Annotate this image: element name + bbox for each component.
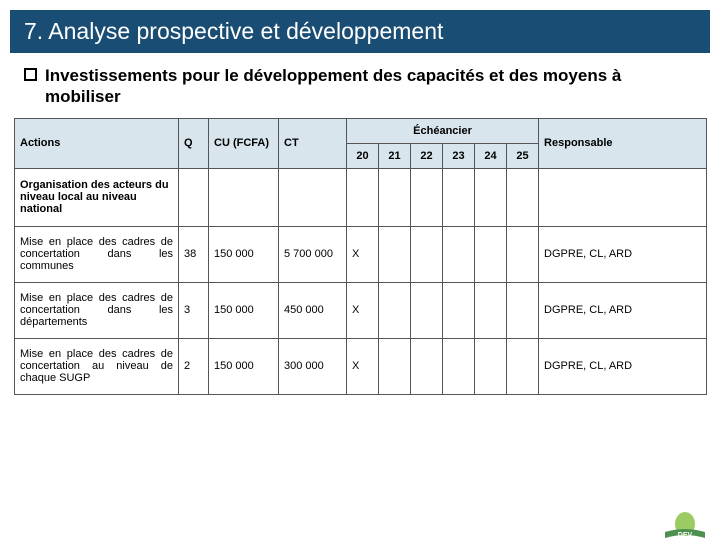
col-responsable: Responsable [539,118,707,168]
dev-logo-icon: DEV [662,510,708,542]
col-year-21: 21 [379,143,411,168]
col-ct: CT [279,118,347,168]
cell-resp: DGPRE, CL, ARD [539,282,707,338]
table-row: Mise en place des cadres de concertation… [15,282,707,338]
square-bullet-icon [24,68,37,81]
cell-y23 [443,282,475,338]
cell-y22 [411,338,443,394]
page-title: 7. Analyse prospective et développement [10,10,710,53]
table-row: Mise en place des cadres de concertation… [15,226,707,282]
cell-action: Mise en place des cadres de concertation… [15,282,179,338]
cell-cu: 150 000 [209,338,279,394]
slide: 7. Analyse prospective et développement … [0,10,720,550]
cell-y21 [379,226,411,282]
cell-y22 [411,226,443,282]
logo-text: DEV [678,532,693,539]
investments-table: Actions Q CU (FCFA) CT Échéancier Respon… [14,118,707,395]
col-cu: CU (FCFA) [209,118,279,168]
cell-y22 [411,282,443,338]
cell-cu: 150 000 [209,282,279,338]
cell-y23 [443,226,475,282]
cell-action: Mise en place des cadres de concertation… [15,338,179,394]
cell-y25 [507,338,539,394]
table-header: Actions Q CU (FCFA) CT Échéancier Respon… [15,118,707,168]
col-year-23: 23 [443,143,475,168]
cell-action: Mise en place des cadres de concertation… [15,226,179,282]
cell-y20: X [347,226,379,282]
subheading: Investissements pour le développement de… [45,65,696,108]
col-actions: Actions [15,118,179,168]
cell-y25 [507,282,539,338]
cell-y25 [507,226,539,282]
cell-y21 [379,338,411,394]
cell-ct: 450 000 [279,282,347,338]
col-year-22: 22 [411,143,443,168]
cell-y24 [475,226,507,282]
cell-y23 [443,338,475,394]
section-row: Organisation des acteurs du niveau local… [15,168,707,226]
col-echeancier: Échéancier [347,118,539,143]
col-year-20: 20 [347,143,379,168]
cell-y20: X [347,282,379,338]
table-row: Mise en place des cadres de concertation… [15,338,707,394]
col-year-24: 24 [475,143,507,168]
cell-q: 3 [179,282,209,338]
cell-resp: DGPRE, CL, ARD [539,226,707,282]
cell-y24 [475,338,507,394]
cell-q: 38 [179,226,209,282]
cell-ct: 300 000 [279,338,347,394]
section-label: Organisation des acteurs du niveau local… [15,168,179,226]
cell-cu: 150 000 [209,226,279,282]
cell-q: 2 [179,338,209,394]
cell-y21 [379,282,411,338]
col-year-25: 25 [507,143,539,168]
cell-y20: X [347,338,379,394]
cell-resp: DGPRE, CL, ARD [539,338,707,394]
cell-y24 [475,282,507,338]
col-q: Q [179,118,209,168]
subheading-row: Investissements pour le développement de… [0,53,720,118]
cell-ct: 5 700 000 [279,226,347,282]
